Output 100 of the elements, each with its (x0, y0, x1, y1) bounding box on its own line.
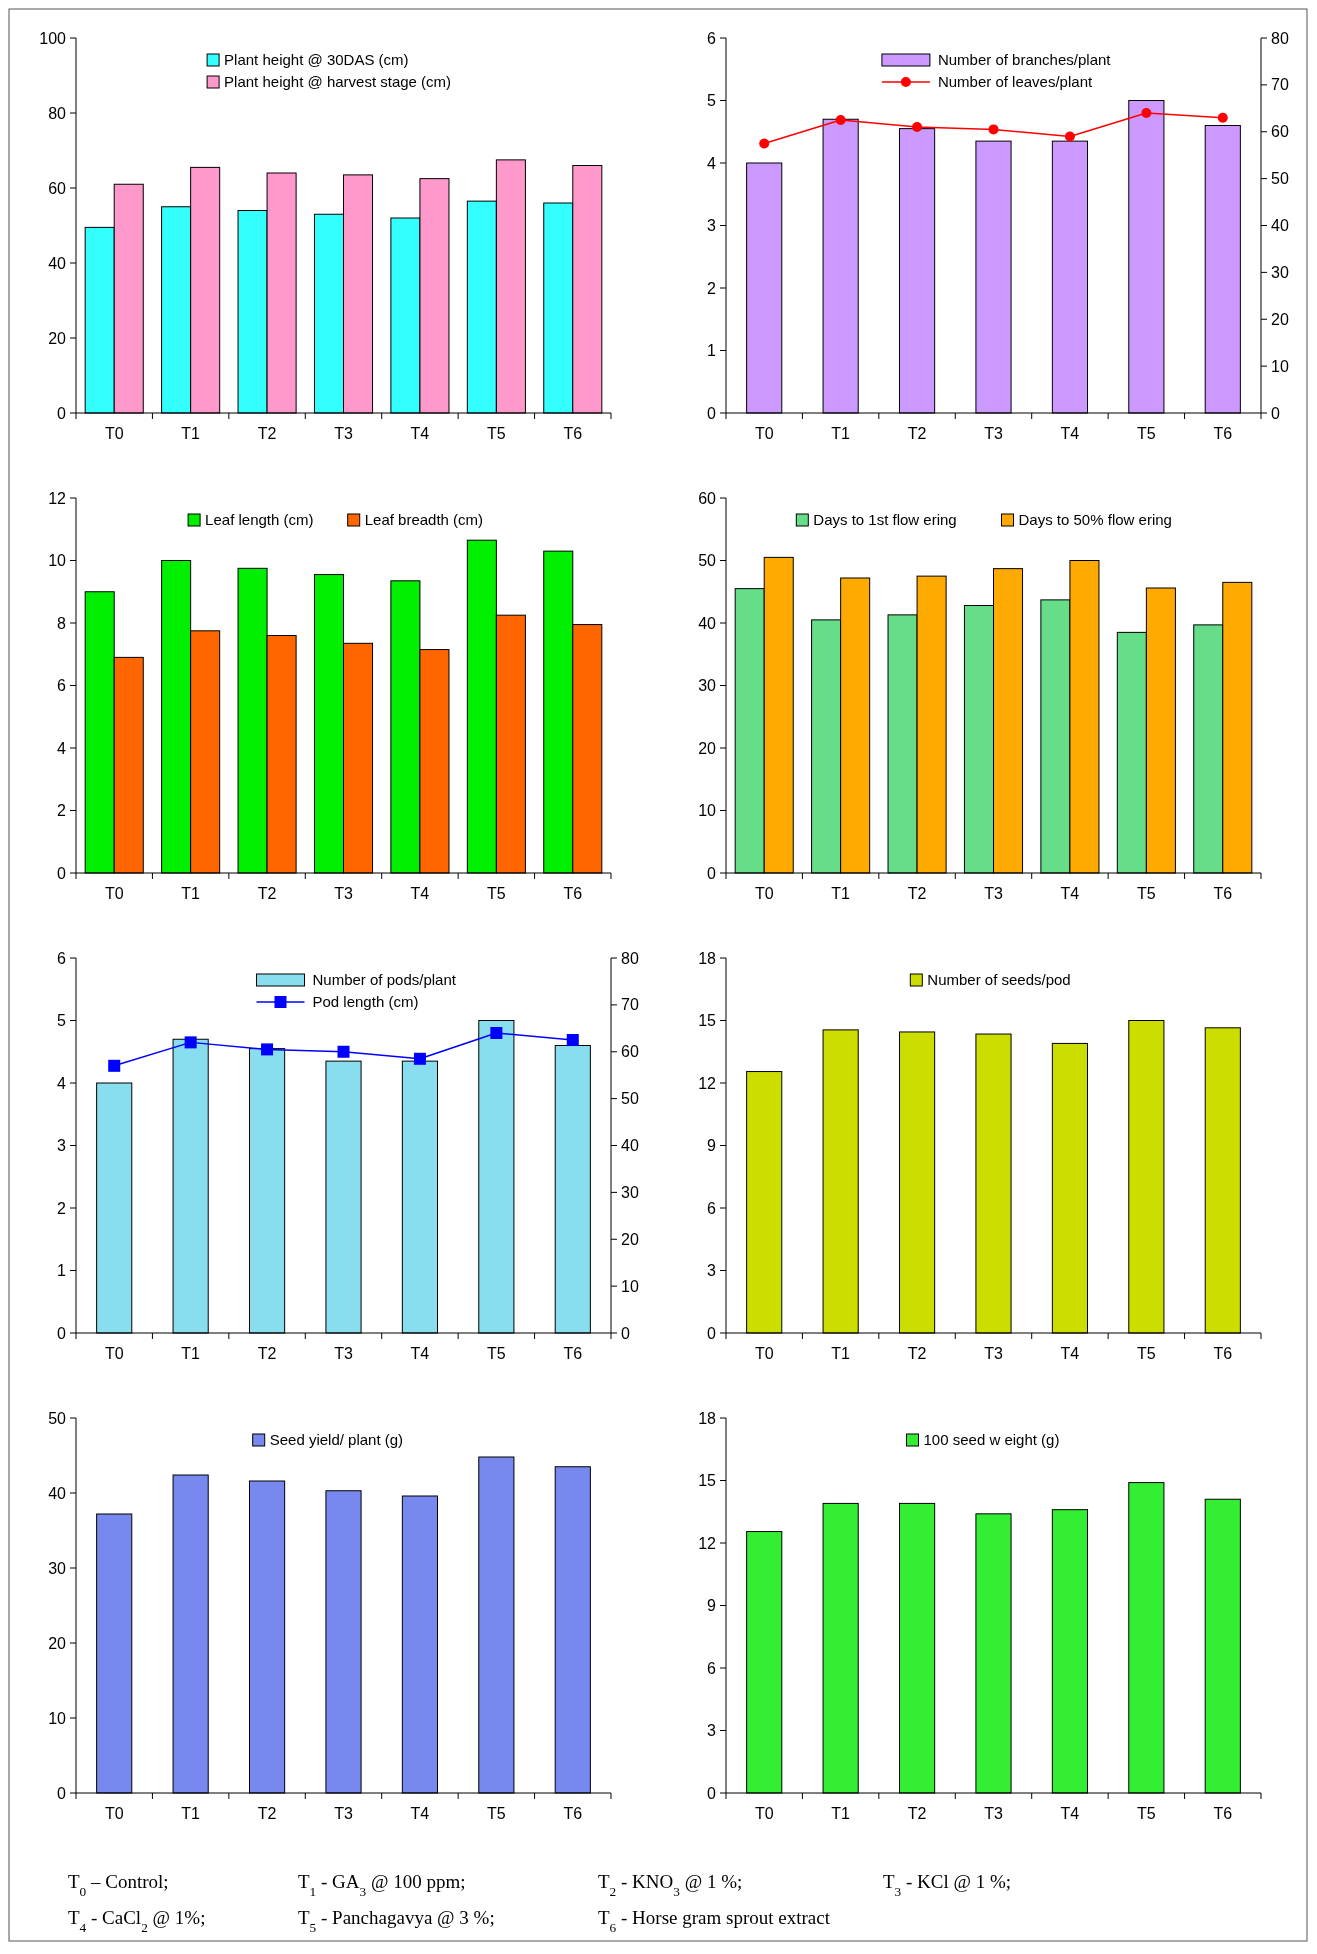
y-tick-label: 20 (48, 329, 67, 347)
y-tick-label: 10 (698, 802, 717, 820)
x-tick-label: T3 (334, 1345, 353, 1362)
y-tick-label: 80 (48, 104, 67, 122)
y-tick-label: 2 (57, 1199, 67, 1217)
y-tick-label: 100 (39, 29, 67, 47)
y2-tick-label: 30 (1271, 263, 1289, 281)
y-tick-label: 20 (48, 1634, 67, 1652)
y-tick-label: 0 (57, 1784, 67, 1802)
x-tick-label: T4 (410, 1345, 430, 1362)
y2-tick-label: 10 (1271, 357, 1289, 375)
y-tick-label: 0 (57, 404, 67, 422)
y-tick-label: 40 (698, 614, 717, 632)
x-tick-label: T1 (181, 885, 201, 902)
x-tick-label: T1 (831, 425, 851, 442)
point (988, 124, 999, 135)
legend-label: Number of leaves/plant (937, 73, 1093, 90)
x-tick-label: T5 (1137, 425, 1156, 442)
y-tick-label: 0 (707, 404, 717, 422)
x-tick-label: T6 (563, 1345, 583, 1362)
x-tick-label: T0 (104, 1345, 124, 1362)
y-tick-label: 30 (48, 1559, 67, 1577)
y-tick-label: 3 (707, 217, 717, 235)
y2-tick-label: 10 (621, 1277, 639, 1295)
y-tick-label: 6 (707, 1659, 717, 1677)
y-tick-label: 4 (57, 739, 67, 757)
x-tick-label: T5 (1137, 1345, 1156, 1362)
y-tick-label: 15 (698, 1012, 717, 1030)
x-tick-label: T6 (1213, 1345, 1233, 1362)
y2-tick-label: 70 (1271, 76, 1289, 94)
x-tick-label: T2 (907, 1805, 927, 1822)
y2-tick-label: 60 (621, 1043, 639, 1061)
x-tick-label: T0 (754, 1345, 774, 1362)
y2-tick-label: 20 (1271, 310, 1289, 328)
y-tick-label: 18 (698, 1409, 717, 1427)
y-tick-label: 2 (707, 279, 717, 297)
y-tick-label: 9 (707, 1597, 717, 1615)
point (759, 138, 770, 149)
y-tick-label: 5 (57, 1012, 67, 1030)
legend-label: Pod length (cm) (312, 993, 419, 1010)
legend-label: 100 seed w eight (g) (923, 1431, 1060, 1448)
y2-tick-label: 70 (621, 996, 639, 1014)
y2-tick-label: 40 (1271, 217, 1289, 235)
text: T$_{2}$ - KNO$_{3}$ @ 1 %; (598, 1871, 743, 1899)
legend-label: Number of pods/plant (312, 971, 457, 988)
y-tick-label: 2 (57, 802, 67, 820)
y-tick-label: 15 (698, 1472, 717, 1490)
legend-label: Seed yield/ plant (g) (269, 1431, 404, 1448)
y-tick-label: 12 (48, 489, 67, 507)
y-tick-label: 3 (707, 1262, 717, 1280)
point (1141, 108, 1152, 118)
legend-label: Leaf breadth (cm) (364, 511, 484, 528)
y-tick-label: 0 (57, 864, 67, 882)
y-tick-label: 4 (57, 1074, 67, 1092)
y2-tick-label: 0 (621, 1324, 630, 1342)
y-tick-label: 40 (48, 1484, 67, 1502)
y2-tick-label: 30 (621, 1183, 639, 1201)
text: T$_{3}$ - KCl @ 1 %; (883, 1871, 1012, 1899)
y-tick-label: 1 (57, 1262, 67, 1280)
x-tick-label: T6 (1213, 425, 1233, 442)
y2-tick-label: 50 (1271, 170, 1289, 188)
x-tick-label: T3 (334, 425, 353, 442)
text: T$_{5}$ - Panchagavya @ 3 %; (298, 1907, 495, 1935)
y2-tick-label: 80 (1271, 29, 1289, 47)
x-tick-label: T1 (181, 425, 201, 442)
y-tick-label: 9 (707, 1137, 717, 1155)
x-tick-label: T2 (257, 425, 277, 442)
x-tick-label: T5 (487, 1805, 506, 1822)
y-tick-label: 0 (707, 1324, 717, 1342)
x-tick-label: T2 (907, 1345, 927, 1362)
x-tick-label: T2 (257, 1345, 277, 1362)
y-tick-label: 10 (48, 1709, 67, 1727)
x-tick-label: T5 (487, 885, 506, 902)
y2-tick-label: 80 (621, 949, 639, 967)
y-tick-label: 6 (707, 1199, 717, 1217)
x-tick-label: T5 (487, 1345, 506, 1362)
x-tick-label: T4 (1060, 1345, 1080, 1362)
legend-label: Number of branches/plant (937, 51, 1112, 68)
y-tick-label: 5 (707, 92, 717, 110)
y-tick-label: 60 (698, 489, 717, 507)
y-tick-label: 10 (48, 552, 67, 570)
y-tick-label: 6 (57, 949, 67, 967)
x-tick-label: T3 (334, 885, 353, 902)
x-tick-label: T2 (907, 885, 927, 902)
y-tick-label: 60 (48, 179, 67, 197)
x-tick-label: T3 (984, 885, 1003, 902)
text: T$_{0}$ – Control; (68, 1871, 169, 1899)
x-tick-label: T3 (984, 1345, 1003, 1362)
x-tick-label: T4 (410, 425, 430, 442)
y2-tick-label: 40 (621, 1137, 639, 1155)
y-tick-label: 3 (57, 1137, 67, 1155)
x-tick-label: T3 (334, 1805, 353, 1822)
x-tick-label: T1 (831, 1805, 851, 1822)
point (1217, 112, 1228, 123)
y2-tick-label: 20 (621, 1230, 639, 1248)
x-tick-label: T5 (1137, 885, 1156, 902)
legend-label: Days to 50% flow ering (1018, 511, 1172, 528)
text: T$_{1}$ - GA$_{3}$ @ 100 ppm; (298, 1871, 466, 1899)
x-tick-label: T0 (104, 425, 124, 442)
y-tick-label: 3 (707, 1722, 717, 1740)
